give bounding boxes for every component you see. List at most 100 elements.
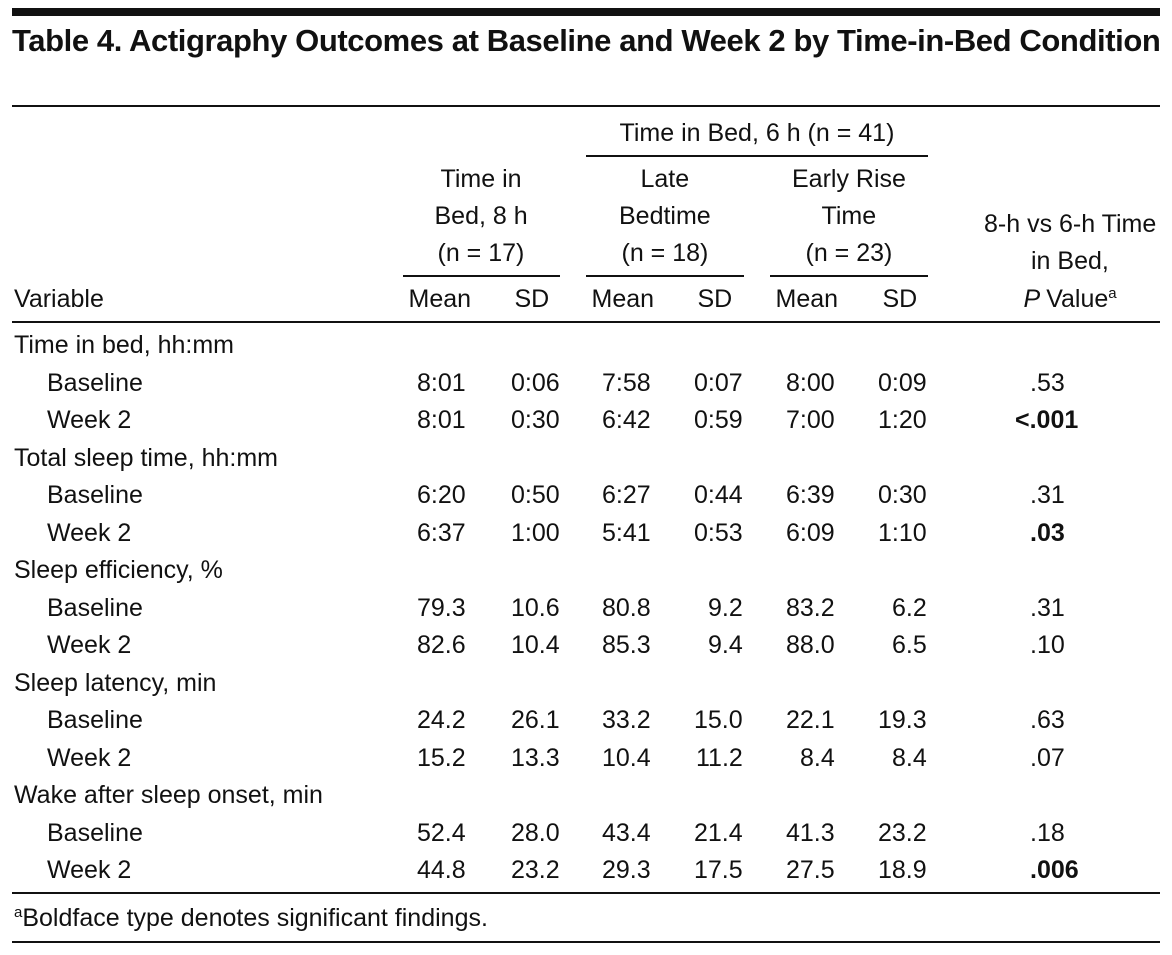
table-cell: 1:10 xyxy=(878,518,927,547)
table-cell: 22.1 xyxy=(786,706,835,734)
table-cell: 15.0 xyxy=(694,706,743,734)
p-text: Value xyxy=(1046,285,1109,313)
table-cell: 9.2 xyxy=(708,593,743,622)
section-label: Sleep efficiency, % xyxy=(14,556,223,584)
table-cell: 0:50 xyxy=(511,481,560,509)
table-cell: 17.5 xyxy=(694,856,743,884)
p-header-label: in Bed, xyxy=(1031,247,1109,275)
section-label: Total sleep time, hh:mm xyxy=(14,443,278,472)
footnote-marker: a xyxy=(14,904,23,921)
p-value: .31 xyxy=(1030,593,1065,622)
table-cell: 1:00 xyxy=(511,518,560,547)
table-cell: 0:07 xyxy=(694,368,743,397)
table-cell: 6:39 xyxy=(786,481,835,509)
p-value: .006 xyxy=(1030,856,1079,884)
row-label: Baseline xyxy=(47,706,143,734)
group-rule xyxy=(586,275,744,277)
stat-label: Mean xyxy=(775,285,839,313)
table-cell: 44.8 xyxy=(417,856,466,884)
stat-label: SD xyxy=(697,285,733,313)
table-cell: 10.4 xyxy=(602,743,651,772)
group-label: Early Rise xyxy=(792,165,906,193)
table-cell: 27.5 xyxy=(786,856,835,884)
table-cell: 5:41 xyxy=(602,518,651,547)
table-cell: 7:58 xyxy=(602,368,651,397)
table-cell: 6:09 xyxy=(786,518,835,547)
row-label: Baseline xyxy=(47,818,143,847)
table-cell: 23.2 xyxy=(511,856,560,884)
section-label: Wake after sleep onset, min xyxy=(14,781,323,809)
table-title: Table 4. Actigraphy Outcomes at Baseline… xyxy=(12,23,1161,58)
table-cell: 0:09 xyxy=(878,368,927,397)
table-cell: 8:01 xyxy=(417,406,466,434)
footnote-rule xyxy=(12,941,1160,943)
table-cell: 23.2 xyxy=(878,818,927,847)
stat-label: SD xyxy=(514,285,550,313)
table-cell: 11.2 xyxy=(696,743,743,772)
table-cell: 0:06 xyxy=(511,368,560,397)
stub-label: Variable xyxy=(14,285,104,313)
table-cell: 82.6 xyxy=(417,631,466,659)
table-cell: 7:00 xyxy=(786,406,835,434)
table-cell: 6.2 xyxy=(892,593,927,622)
table-cell: 8.4 xyxy=(800,743,835,772)
stat-label: Mean xyxy=(408,285,472,313)
table-cell: 0:59 xyxy=(694,406,743,434)
table-cell: 6:27 xyxy=(602,481,651,509)
group-label: Bed, 8 h xyxy=(434,202,528,230)
table-cell: 43.4 xyxy=(602,818,651,847)
table-cell: 33.2 xyxy=(602,706,651,734)
table-cell: 29.3 xyxy=(602,856,651,884)
group-label: Bedtime xyxy=(619,202,711,230)
p-value: .53 xyxy=(1030,368,1065,397)
table-cell: 0:44 xyxy=(694,481,743,509)
table-cell: 41.3 xyxy=(786,818,835,847)
group-label: (n = 17) xyxy=(437,239,525,267)
table-cell: 79.3 xyxy=(417,593,466,622)
table-cell: 52.4 xyxy=(417,818,466,847)
table-cell: 28.0 xyxy=(511,818,560,847)
footnote: aBoldface type denotes significant findi… xyxy=(14,903,488,933)
row-label: Week 2 xyxy=(47,743,132,772)
footnote-marker: a xyxy=(1108,285,1117,302)
footnote-text: Boldface type denotes significant findin… xyxy=(22,904,488,932)
header-rule xyxy=(12,321,1160,323)
group-rule xyxy=(770,275,928,277)
table-cell: 10.4 xyxy=(511,631,560,659)
top-rule xyxy=(12,8,1160,16)
table-cell: 6:20 xyxy=(417,481,466,509)
table-cell: 0:30 xyxy=(511,406,560,434)
table-cell: 6.5 xyxy=(892,631,927,659)
p-value: .18 xyxy=(1030,818,1065,847)
table-cell: 85.3 xyxy=(602,631,651,659)
p-header-label: P Valuea xyxy=(1024,284,1117,314)
table-cell: 6:42 xyxy=(602,406,651,434)
p-header-label: 8-h vs 6-h Time xyxy=(984,210,1157,238)
table-cell: 8:01 xyxy=(417,368,466,397)
table-cell: 13.3 xyxy=(511,743,560,772)
table-cell: 21.4 xyxy=(694,818,743,847)
section-label: Sleep latency, min xyxy=(14,668,217,697)
table-cell: 8:00 xyxy=(786,368,835,397)
table-cell: 9.4 xyxy=(708,631,743,659)
table-cell: 1:20 xyxy=(878,406,927,434)
p-value: .31 xyxy=(1030,481,1065,509)
p-italic: P xyxy=(1023,285,1041,313)
table-cell: 0:30 xyxy=(878,481,927,509)
row-label: Baseline xyxy=(47,368,143,397)
table-cell: 24.2 xyxy=(417,706,466,734)
p-value: <.001 xyxy=(1015,406,1079,434)
table-cell: 26.1 xyxy=(511,706,560,734)
row-label: Week 2 xyxy=(47,856,132,884)
group-label: (n = 18) xyxy=(621,239,709,267)
table-cell: 19.3 xyxy=(878,706,927,734)
group-rule xyxy=(403,275,560,277)
table-cell: 0:53 xyxy=(694,518,743,547)
p-value: .63 xyxy=(1030,706,1065,734)
table-cell: 10.6 xyxy=(511,593,560,622)
p-value: .03 xyxy=(1030,518,1065,547)
group-label: Late xyxy=(640,165,690,193)
table-cell: 18.9 xyxy=(878,856,927,884)
row-label: Baseline xyxy=(47,481,143,509)
